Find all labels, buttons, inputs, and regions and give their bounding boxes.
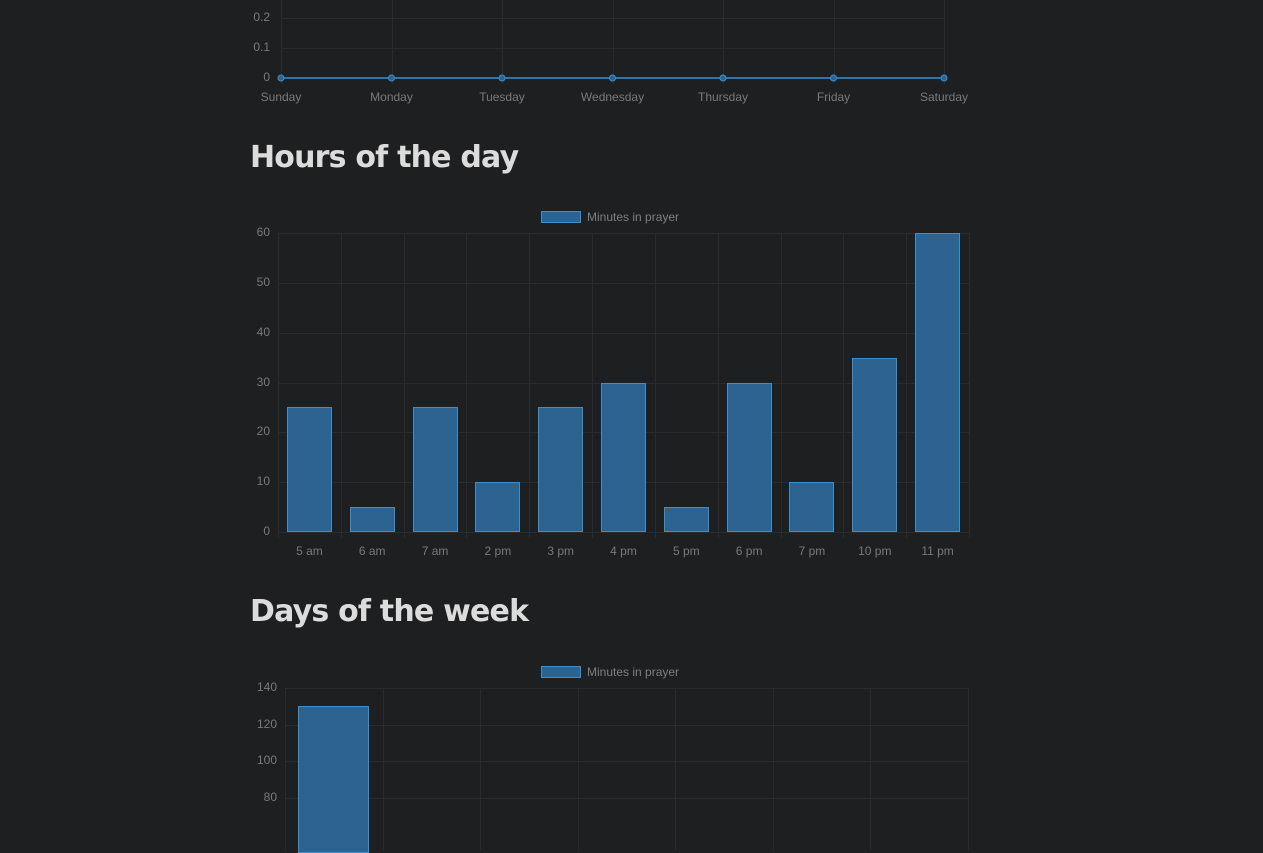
x-tick-label: 10 pm: [858, 544, 892, 558]
v-gridline: [723, 0, 724, 84]
line-series: [277, 74, 948, 82]
y-tick-label: 60: [256, 225, 270, 239]
x-tick-label: Friday: [816, 90, 851, 104]
v-gridline: [480, 688, 481, 851]
y-tick-label: 30: [256, 375, 270, 389]
x-tick-label: Wednesday: [580, 90, 645, 104]
v-gridline: [578, 688, 579, 851]
x-tick-label: Thursday: [697, 90, 749, 104]
y-tick-label: 80: [263, 790, 277, 804]
bar[interactable]: [412, 407, 458, 532]
bar[interactable]: [538, 407, 584, 532]
y-tick-label: 50: [256, 275, 270, 289]
x-tick-label: 5 pm: [672, 544, 700, 558]
data-point[interactable]: [498, 74, 506, 82]
x-tick-label: 11 pm: [921, 544, 954, 558]
bar[interactable]: [726, 382, 772, 532]
y-tick-label: 140: [256, 680, 277, 694]
y-tick-label: 0: [263, 524, 270, 538]
x-tick-label: Sunday: [260, 90, 302, 104]
h-gridline: [285, 798, 968, 799]
hours-section-title: Hours of the day: [250, 140, 519, 175]
x-tick-label: 5 am: [296, 544, 323, 558]
bar[interactable]: [298, 706, 370, 853]
x-tick-label: Saturday: [919, 90, 969, 104]
v-gridline: [834, 0, 835, 84]
v-gridline: [718, 233, 719, 538]
hours-legend[interactable]: Minutes in prayer: [541, 210, 679, 224]
bar[interactable]: [349, 507, 395, 532]
v-gridline: [404, 233, 405, 538]
v-gridline: [969, 233, 970, 538]
y-tick-label: 10: [256, 474, 270, 488]
bar[interactable]: [789, 482, 835, 532]
v-gridline: [392, 0, 393, 84]
bar[interactable]: [601, 382, 646, 532]
v-gridline: [781, 233, 782, 538]
h-gridline: [281, 48, 944, 49]
v-gridline: [968, 688, 969, 851]
v-gridline: [383, 688, 384, 851]
v-gridline: [870, 688, 871, 851]
legend-label: Minutes in prayer: [587, 210, 680, 224]
x-tick-label: 7 am: [421, 544, 449, 558]
v-gridline: [843, 233, 844, 538]
v-gridline: [502, 0, 503, 84]
v-gridline: [281, 0, 282, 84]
x-tick-label: 2 pm: [484, 544, 512, 558]
h-gridline: [278, 283, 969, 284]
days-section-title: Days of the week: [250, 594, 529, 629]
v-gridline: [278, 233, 279, 538]
v-gridline: [592, 233, 593, 538]
y-tick-label: 100: [256, 753, 277, 767]
v-gridline: [906, 233, 907, 538]
v-gridline: [675, 688, 676, 851]
bar[interactable]: [915, 233, 961, 532]
legend-label: Minutes in prayer: [587, 665, 680, 679]
legend-swatch: [541, 211, 581, 223]
x-tick-label: 7 pm: [798, 544, 826, 558]
v-gridline: [613, 0, 614, 84]
data-point[interactable]: [277, 74, 285, 82]
bar[interactable]: [475, 482, 521, 532]
v-gridline: [773, 688, 774, 851]
v-gridline: [529, 233, 530, 538]
x-tick-label: Tuesday: [479, 90, 525, 104]
h-gridline: [285, 688, 968, 689]
v-gridline: [341, 233, 342, 538]
data-point[interactable]: [940, 74, 948, 82]
h-gridline: [278, 233, 969, 234]
y-tick-label: 0.1: [253, 40, 270, 54]
data-point[interactable]: [830, 74, 837, 82]
y-tick-label: 0: [263, 70, 270, 84]
v-gridline: [466, 233, 467, 538]
y-tick-label: 0.2: [253, 10, 270, 24]
bar[interactable]: [663, 507, 709, 532]
bar[interactable]: [286, 407, 332, 532]
h-gridline: [278, 532, 969, 533]
weekday-line-chart: 0.2 0.1 0 Sunday Monday Tuesday Wednesday Thur…: [0, 0, 1263, 110]
x-tick-label: 3 pm: [547, 544, 575, 558]
h-gridline: [285, 761, 968, 762]
h-gridline: [285, 725, 968, 726]
data-point[interactable]: [719, 74, 727, 82]
y-tick-label: 20: [256, 424, 270, 438]
data-point[interactable]: [609, 74, 616, 82]
v-gridline: [655, 233, 656, 538]
v-gridline: [285, 688, 286, 851]
v-gridline: [944, 0, 945, 84]
y-tick-label: 40: [256, 325, 270, 339]
data-point[interactable]: [388, 74, 395, 82]
x-tick-label: 4 pm: [610, 544, 637, 558]
h-gridline: [278, 333, 969, 334]
x-tick-label: 6 pm: [735, 544, 763, 558]
h-gridline: [281, 18, 944, 19]
legend-swatch: [541, 666, 581, 678]
x-tick-label: Monday: [370, 90, 413, 104]
days-legend[interactable]: Minutes in prayer: [541, 665, 679, 679]
x-tick-label: 6 am: [358, 544, 386, 558]
bar[interactable]: [852, 357, 898, 532]
y-tick-label: 120: [256, 717, 277, 731]
